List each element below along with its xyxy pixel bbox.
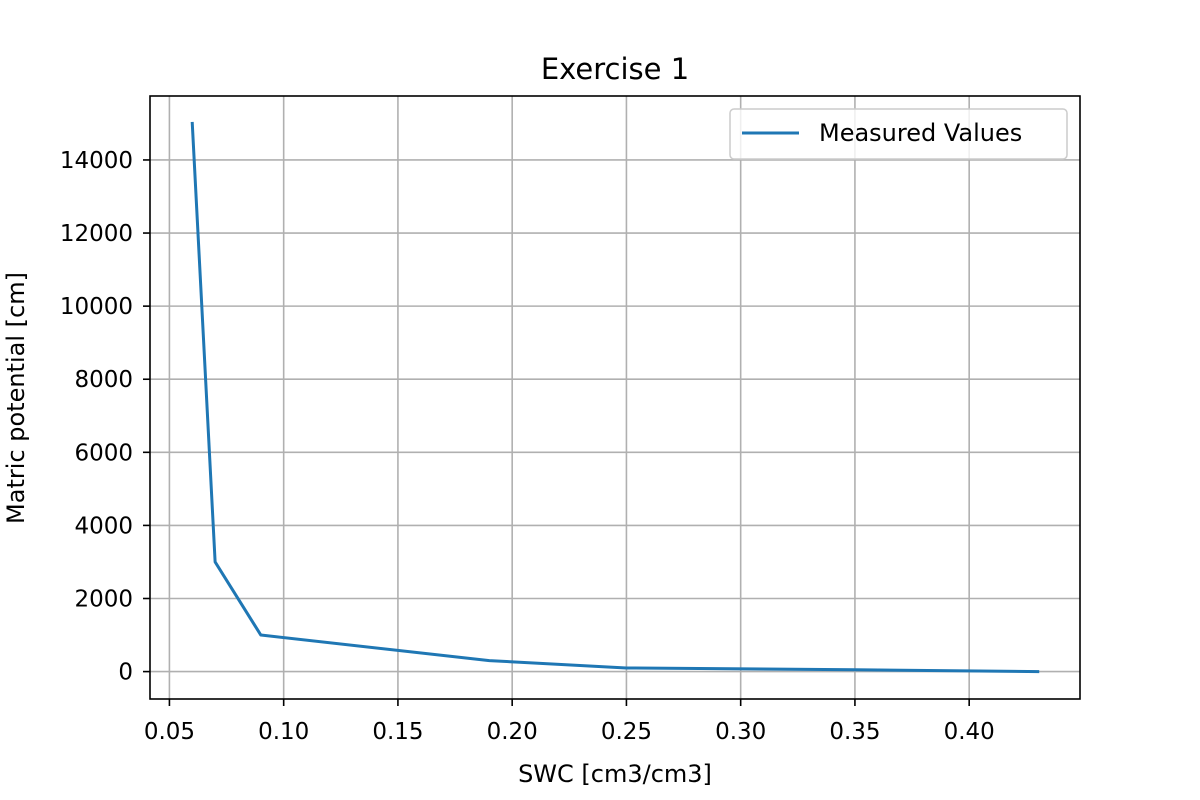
x-tick-label: 0.35 bbox=[829, 719, 880, 745]
x-tick-label: 0.25 bbox=[601, 719, 652, 745]
legend: Measured Values bbox=[729, 108, 1068, 160]
series-point bbox=[625, 666, 628, 669]
series-point bbox=[488, 659, 491, 662]
y-tick-label: 10000 bbox=[60, 294, 133, 320]
y-tick-label: 0 bbox=[118, 660, 133, 686]
series-point bbox=[214, 560, 217, 563]
y-axis-label: Matric potential [cm] bbox=[2, 272, 30, 524]
plot-area-frame bbox=[149, 95, 1081, 700]
series-layer bbox=[190, 121, 1040, 674]
x-axis-label: SWC [cm3/cm3] bbox=[518, 760, 712, 788]
series-line-measured-values bbox=[190, 121, 1040, 674]
legend-box bbox=[729, 108, 1068, 160]
grid-layer bbox=[150, 96, 1080, 699]
legend-label-measured-values: Measured Values bbox=[819, 119, 1022, 147]
y-tick-label: 12000 bbox=[60, 221, 133, 247]
series-point bbox=[259, 634, 262, 637]
x-tick-label: 0.30 bbox=[715, 719, 766, 745]
y-tick-label: 4000 bbox=[74, 513, 133, 539]
series-point bbox=[853, 668, 856, 671]
tick-layer: 0.05 0.10 0.15 0.20 0.25 0.30 0.35 0.40 0 2000 400… bbox=[60, 148, 995, 745]
series-point bbox=[191, 122, 194, 125]
y-tick-label: 8000 bbox=[74, 367, 133, 393]
chart-title: Exercise 1 bbox=[541, 52, 689, 86]
x-tick-label: 0.40 bbox=[944, 719, 995, 745]
y-tick-label: 2000 bbox=[74, 587, 133, 613]
x-tick-label: 0.10 bbox=[258, 719, 309, 745]
x-tick-label: 0.15 bbox=[372, 719, 423, 745]
y-tick-label: 6000 bbox=[74, 440, 133, 466]
series-point bbox=[1036, 670, 1039, 673]
x-tick-label: 0.20 bbox=[487, 719, 538, 745]
y-tick-label: 14000 bbox=[60, 148, 133, 174]
x-tick-label: 0.05 bbox=[144, 719, 195, 745]
